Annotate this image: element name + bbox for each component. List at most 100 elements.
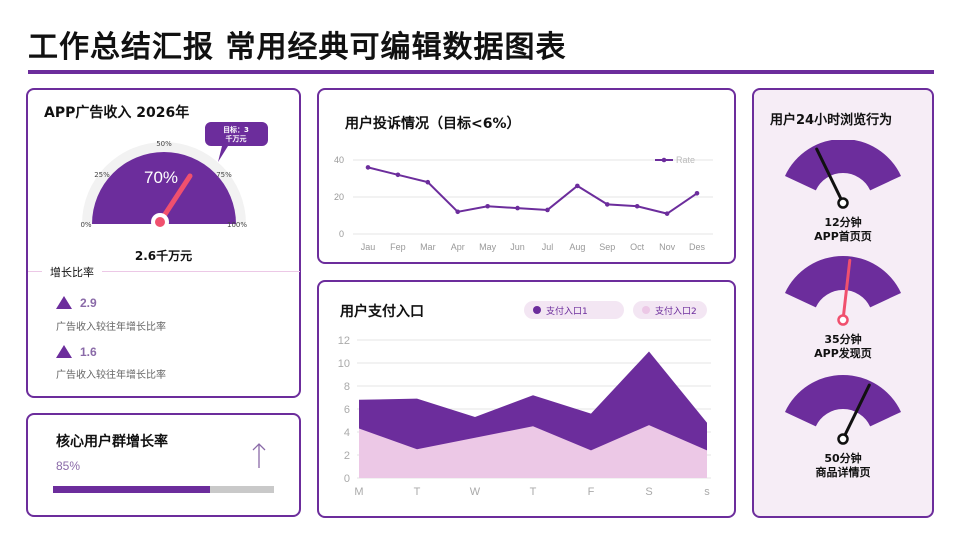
gauge-tick-75: 75% [216, 171, 232, 179]
area-x-tick: W [470, 486, 481, 498]
area-y-tick: 6 [344, 404, 350, 416]
target-callout-bubble [205, 122, 268, 162]
gauge-tick-25: 25% [94, 171, 110, 179]
core-users-percent: 85% [56, 459, 81, 473]
up-triangle-icon [56, 296, 72, 309]
gauge-tick-0: 0% [80, 221, 91, 229]
line-x-tick: Apr [451, 242, 465, 252]
line-x-tick: Aug [569, 242, 585, 252]
area-y-tick: 0 [344, 473, 350, 485]
area-x-tick: s [704, 486, 710, 498]
gauge-1-label: APP首页页 [814, 230, 872, 243]
legend-payment-1[interactable]: 支付入口1 [524, 301, 624, 319]
line-point [575, 183, 580, 189]
area-y-tick: 8 [344, 381, 350, 393]
legend-payment-2[interactable]: 支付入口2 [633, 301, 707, 319]
legend-label-2: 支付入口2 [655, 307, 697, 317]
gauge-2-value: 35分钟 [824, 333, 862, 346]
page-title: 工作总结汇报 常用经典可编辑数据图表 [28, 30, 567, 65]
area-x-tick: T [530, 486, 537, 498]
gauge-3-label: 商品详情页 [815, 466, 871, 479]
gauge-3-text: 50分钟 商品详情页 [778, 452, 908, 480]
gauge-2-text: 35分钟 APP发现页 [778, 333, 908, 361]
gauge-tick-50: 50% [156, 140, 172, 148]
line-point [604, 202, 610, 207]
complaints-line-chart: 0 20 40 Jau Fep Mar Apr May Jun Jul Aug Sep Oct Nov De… [334, 155, 713, 252]
legend-dot-1 [533, 306, 541, 314]
browsing-gauge-1-arc [784, 140, 902, 191]
browsing-gauge-2-needle [841, 258, 852, 322]
title-divider [28, 70, 934, 74]
browsing-gauge-3-needle [841, 383, 871, 441]
line-x-tick: Oct [630, 242, 645, 252]
gauge-1-value: 12分钟 [824, 216, 862, 229]
legend-label-1: 支付入口1 [546, 307, 588, 317]
line-series-rate [367, 166, 698, 215]
line-point [515, 205, 520, 211]
line-y-tick: 0 [339, 229, 344, 239]
stat-desc-2: 广告收入较往年增长比率 [56, 370, 166, 381]
line-x-tick: Jul [542, 242, 554, 252]
line-point [634, 203, 640, 209]
line-point [545, 207, 550, 213]
line-y-tick: 20 [334, 192, 344, 202]
line-point [425, 179, 431, 185]
line-point [485, 203, 490, 209]
browsing-gauge-2-hub [837, 314, 849, 326]
browsing-gauge-3-hub [837, 433, 849, 445]
line-x-tick: Jau [361, 242, 376, 252]
gauge-percent: 70% [144, 168, 178, 187]
gauge-tick-100: 100% [227, 221, 247, 229]
browsing-gauges [784, 140, 902, 445]
line-point [395, 172, 401, 178]
line-x-tick: Mar [420, 242, 436, 252]
line-point [664, 211, 670, 216]
gauge-hub [155, 217, 165, 227]
payment-header: 用户支付入口 [340, 304, 424, 320]
line-x-tick: Sep [599, 242, 615, 252]
line-legend-label: Rate [676, 155, 695, 165]
gauge-3-value: 50分钟 [824, 452, 862, 465]
area-y-tick: 4 [344, 427, 350, 439]
area-x-tick: T [414, 486, 421, 498]
core-users-progress-fill [53, 486, 210, 493]
browsing-header: 用户24小时浏览行为 [770, 113, 893, 128]
area-y-tick: 10 [338, 358, 350, 370]
revenue-gauge: 0% 25% 50% 75% 100% 70% 目标：3 千万元 [80, 122, 268, 231]
complaints-header: 用户投诉情况（目标<6%） [345, 116, 521, 132]
stat-value-1: 2.9 [80, 296, 97, 310]
area-x-tick: M [354, 486, 363, 498]
line-point [455, 209, 461, 215]
line-y-tick: 40 [334, 155, 344, 165]
area-series-entry-2 [359, 425, 707, 478]
legend-dot-2 [642, 306, 650, 314]
gauge-2-label: APP发现页 [814, 347, 872, 360]
line-x-tick: May [479, 242, 497, 252]
core-users-header: 核心用户群增长率 [56, 434, 168, 450]
growth-divider [28, 271, 300, 272]
browsing-gauge-1-hub [837, 197, 849, 209]
line-point [694, 191, 700, 196]
browsing-card [752, 88, 934, 518]
area-x-tick: S [645, 486, 652, 498]
browsing-gauge-2-arc [784, 256, 902, 308]
gauge-1-text: 12分钟 APP首页页 [778, 216, 908, 244]
gauge-track [82, 142, 246, 224]
line-x-tick: Jun [510, 242, 525, 252]
area-y-tick: 12 [338, 335, 350, 347]
gauge-needle [157, 173, 193, 225]
line-point [365, 165, 371, 170]
target-callout-line1: 目标：3 [223, 125, 249, 134]
line-legend-marker [661, 157, 667, 163]
growth-section-label: 增长比率 [42, 264, 102, 280]
complaints-card [317, 88, 736, 264]
line-x-tick: Nov [659, 242, 676, 252]
core-users-progress-track [53, 486, 274, 493]
line-x-tick: Des [689, 242, 706, 252]
line-x-tick: Fep [390, 242, 406, 252]
up-triangle-icon [56, 345, 72, 358]
stat-value-2: 1.6 [80, 345, 97, 359]
revenue-header: APP广告收入 2026年 [44, 105, 190, 121]
gauge-fill [92, 152, 236, 224]
